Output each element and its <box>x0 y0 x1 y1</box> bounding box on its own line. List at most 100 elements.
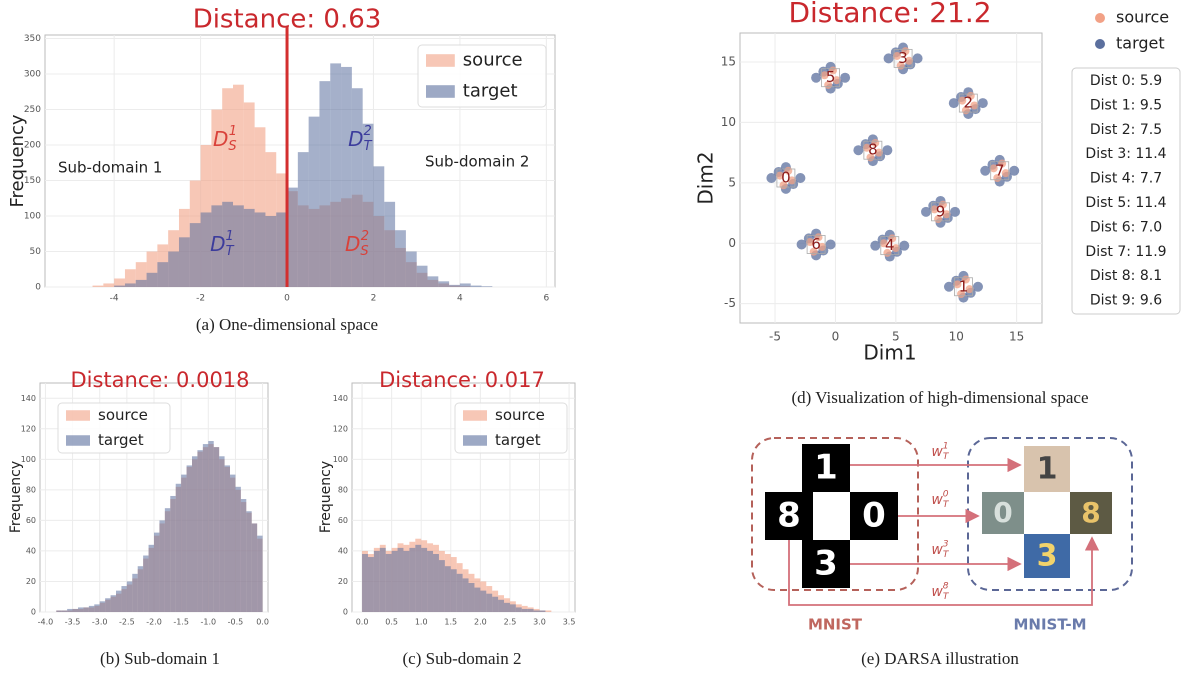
histogram-bar <box>362 123 374 287</box>
legend-label: source <box>463 50 523 71</box>
math-label: wT8 <box>931 581 949 602</box>
point <box>980 165 991 176</box>
histogram-bar <box>83 607 89 612</box>
arrow <box>788 536 1100 606</box>
legend-label: source <box>495 406 545 424</box>
point <box>989 164 998 173</box>
histogram-bar <box>254 127 266 287</box>
point <box>912 53 923 64</box>
histogram-bar <box>148 544 154 612</box>
math-base: w <box>931 444 943 460</box>
x-tick-label: 2 <box>371 294 377 304</box>
histogram-bar <box>433 553 439 612</box>
x-tick-label: 5 <box>892 330 900 344</box>
digit-image <box>1024 534 1070 578</box>
point <box>950 206 961 217</box>
digit: 0 <box>993 496 1012 529</box>
distance-box <box>1071 67 1181 315</box>
y-tick-label: 120 <box>21 424 36 433</box>
histogram-bar <box>67 608 73 612</box>
cluster-box <box>821 68 840 88</box>
point <box>891 244 900 253</box>
legend-label: target <box>495 431 541 449</box>
math-sub: T <box>364 139 373 154</box>
cluster-box <box>776 168 796 188</box>
x-tick-label: 2.0 <box>474 618 487 627</box>
histogram-bar <box>384 201 396 287</box>
y-tick-label: 140 <box>333 394 348 403</box>
point <box>874 148 883 157</box>
point <box>899 240 910 251</box>
histogram-bar <box>474 587 481 612</box>
point <box>787 176 796 185</box>
histogram-bar <box>480 590 487 612</box>
cluster-label: 7 <box>995 161 1005 179</box>
distance-label: Dist 5: 11.4 <box>1085 195 1166 211</box>
histogram-bar <box>362 553 368 612</box>
x-tick-label: 4 <box>457 294 463 304</box>
cluster-box <box>958 93 978 113</box>
histogram-bar <box>103 283 115 287</box>
source-frame <box>751 437 919 591</box>
point <box>943 281 954 292</box>
y-tick-label: 5 <box>728 175 736 189</box>
histogram-bar <box>509 604 516 612</box>
point <box>930 205 939 214</box>
source-images <box>765 444 898 588</box>
histogram-bar <box>373 166 385 287</box>
math-sup: 8 <box>943 581 949 591</box>
histogram-bar <box>224 465 230 612</box>
histogram-bar <box>146 272 158 287</box>
legend-swatch <box>426 54 455 67</box>
point <box>825 239 836 250</box>
histogram-bar <box>391 550 398 612</box>
math-sup: 1 <box>943 441 949 451</box>
legend-marker <box>1095 39 1105 49</box>
cluster-box <box>863 140 883 160</box>
math-sub: T <box>226 244 235 259</box>
math-sub: T <box>943 452 950 462</box>
digit: 1 <box>1037 452 1058 487</box>
x-tick-label: 0.0 <box>256 618 269 627</box>
y-tick-label: 300 <box>24 70 41 80</box>
histogram-bar <box>88 605 95 612</box>
y-tick-label: 100 <box>333 455 348 464</box>
point <box>953 280 962 289</box>
math-sup: 1 <box>229 124 237 139</box>
annotation: Sub-domain 1 <box>58 159 162 177</box>
legend-label: target <box>98 431 144 449</box>
histogram-bar <box>157 262 169 287</box>
y-axis-label: Frequency <box>8 461 24 533</box>
caption: (a) One-dimensional space <box>196 315 378 334</box>
y-tick-label: 80 <box>26 485 36 494</box>
cluster-label: 3 <box>898 49 908 67</box>
x-tick-label: 0 <box>284 294 290 304</box>
x-tick-label: 2.5 <box>504 618 517 627</box>
histogram-bar <box>126 581 133 612</box>
histogram-bar <box>397 547 404 612</box>
cluster-label: 8 <box>868 141 878 159</box>
histogram-bar <box>379 547 386 612</box>
math-sub: T <box>943 592 950 602</box>
point <box>853 145 864 156</box>
math-sub: S <box>360 244 368 259</box>
cluster-label: 9 <box>936 202 946 220</box>
point <box>921 206 932 217</box>
distance-label: Dist 9: 9.6 <box>1090 293 1162 309</box>
histogram-bar <box>468 582 475 612</box>
histogram-bar <box>146 251 158 287</box>
histogram-bar <box>287 187 298 287</box>
histogram-bar <box>135 279 147 287</box>
math-label: wT1 <box>931 441 949 462</box>
y-axis-label: Frequency <box>318 461 334 533</box>
y-tick-label: 100 <box>24 212 41 222</box>
point <box>948 98 959 109</box>
legend-swatch <box>66 410 90 421</box>
histogram-bar <box>492 596 499 612</box>
point <box>965 285 974 294</box>
histogram-bar <box>405 251 417 287</box>
histogram-bar <box>416 265 428 287</box>
cluster-label: 4 <box>885 236 895 254</box>
legend-swatch <box>463 435 487 446</box>
